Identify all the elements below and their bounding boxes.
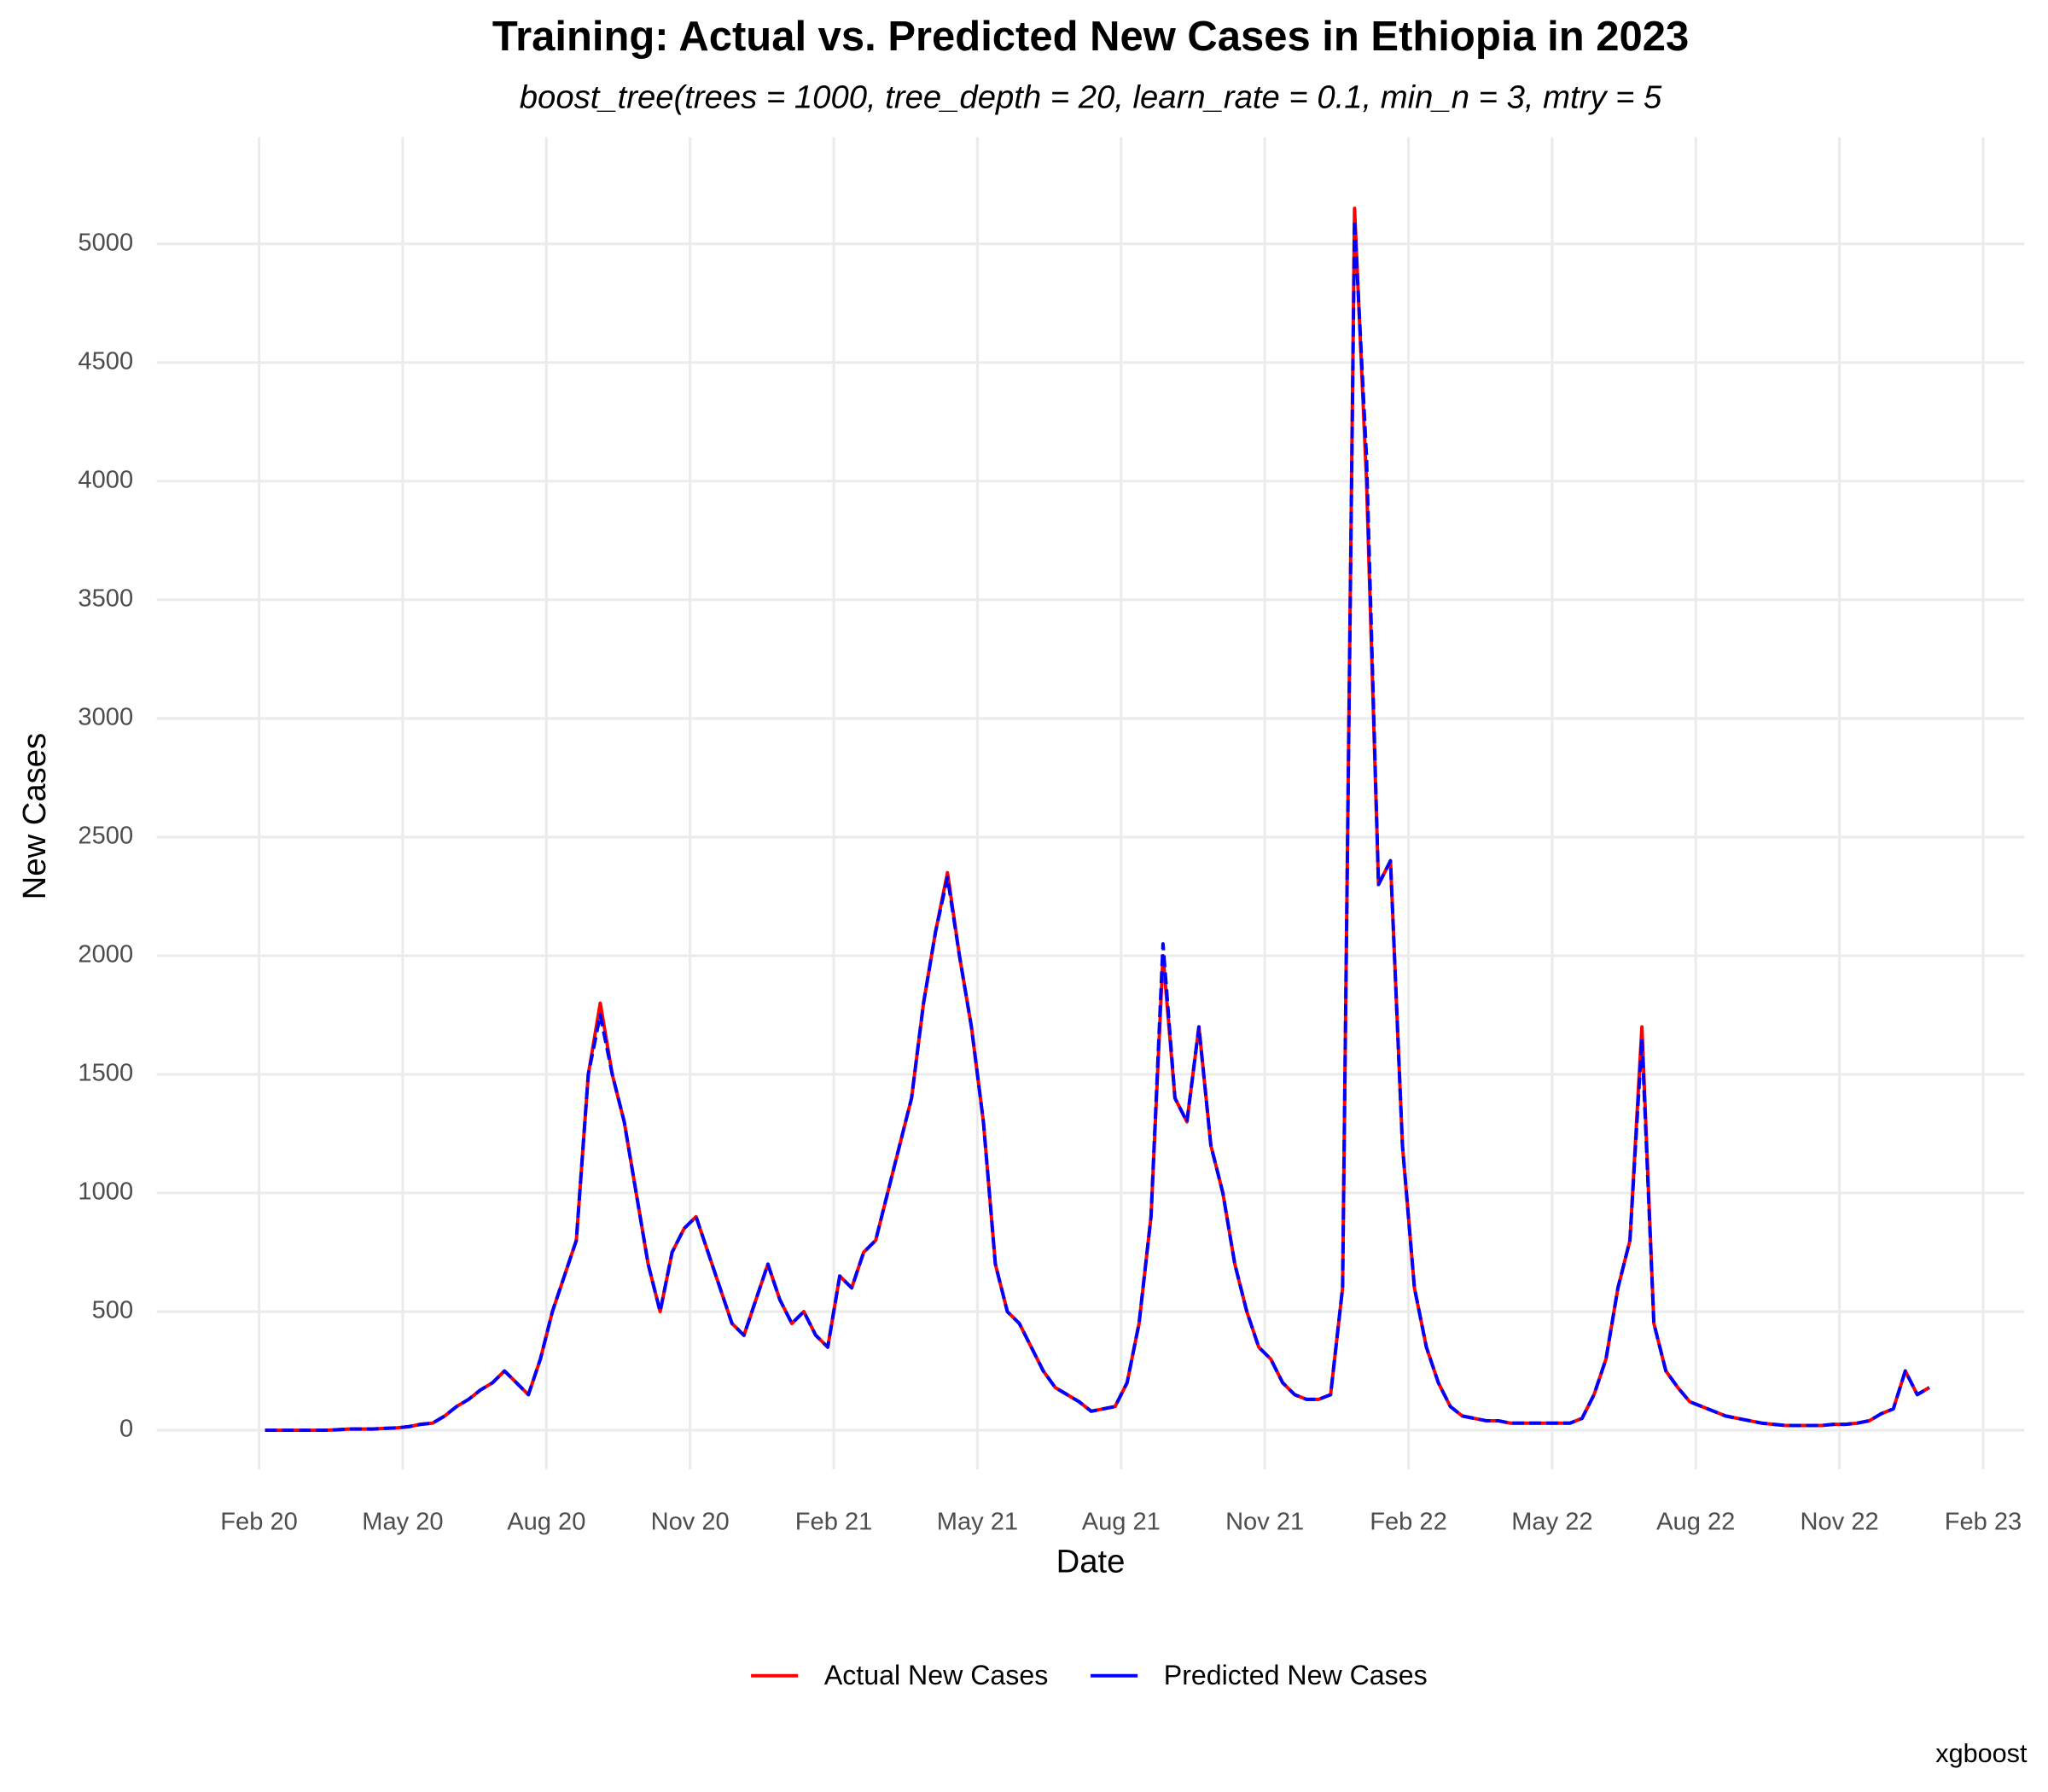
x-tick-label: Nov 21 bbox=[1225, 1508, 1304, 1535]
x-tick-label: Feb 21 bbox=[795, 1508, 873, 1535]
series-line bbox=[265, 207, 1930, 1433]
y-tick-label: 2500 bbox=[78, 823, 133, 850]
x-tick-label: Nov 20 bbox=[651, 1508, 730, 1535]
x-tick-label: Aug 21 bbox=[1082, 1508, 1161, 1535]
x-axis-label: Date bbox=[1056, 1543, 1126, 1580]
y-tick-label: 500 bbox=[92, 1297, 134, 1324]
x-tick-label: Nov 22 bbox=[1801, 1508, 1879, 1535]
grid: 0 500 1000 1500 2000 2500 3000 3500 4000 4500 5000… bbox=[78, 137, 2025, 1535]
legend-label: Predicted New Cases bbox=[1164, 1660, 1428, 1690]
chart-title: Training: Actual vs. Predicted New Cases… bbox=[492, 14, 1689, 60]
x-tick-label: Feb 20 bbox=[220, 1508, 298, 1535]
x-tick-label: Aug 22 bbox=[1656, 1508, 1735, 1535]
legend-label: Actual New Cases bbox=[824, 1660, 1048, 1690]
legend: Actual New Cases Predicted New Cases bbox=[751, 1660, 1428, 1690]
y-tick-label: 3000 bbox=[78, 704, 133, 731]
y-tick-label: 0 bbox=[119, 1416, 133, 1443]
y-axis-label: New Cases bbox=[16, 733, 53, 900]
x-tick-label: May 22 bbox=[1511, 1508, 1592, 1535]
series-line bbox=[265, 218, 1930, 1433]
x-tick-label: Aug 20 bbox=[507, 1508, 585, 1535]
x-tick-label: May 21 bbox=[937, 1508, 1018, 1535]
x-tick-label: Feb 22 bbox=[1370, 1508, 1447, 1535]
y-tick-label: 4000 bbox=[78, 467, 133, 494]
y-tick-label: 2000 bbox=[78, 941, 133, 969]
caption: xgboost bbox=[1935, 1739, 2028, 1768]
y-tick-label: 3500 bbox=[78, 585, 133, 613]
y-tick-label: 5000 bbox=[78, 230, 133, 257]
x-tick-label: Feb 23 bbox=[1945, 1508, 2022, 1535]
y-tick-label: 1000 bbox=[78, 1178, 133, 1206]
y-tick-label: 1500 bbox=[78, 1060, 133, 1087]
chart-subtitle: boost_tree(trees = 1000, tree_depth = 20… bbox=[520, 79, 1662, 115]
plot-lines bbox=[265, 207, 1930, 1433]
y-tick-label: 4500 bbox=[78, 348, 133, 375]
x-tick-label: May 20 bbox=[362, 1508, 443, 1535]
